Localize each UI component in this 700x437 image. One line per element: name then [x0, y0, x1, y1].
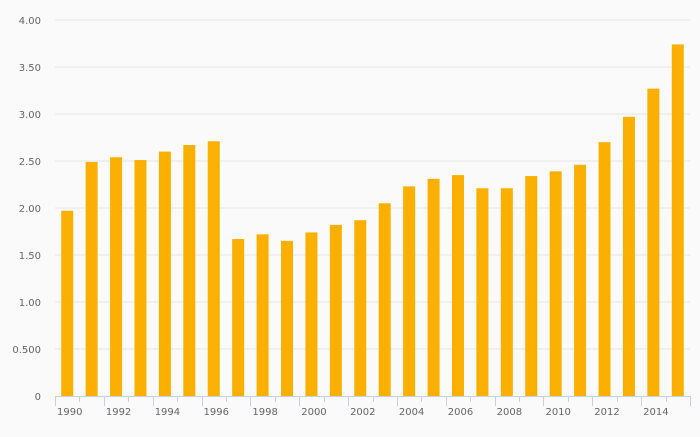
x-tick-label: 2000	[301, 407, 326, 418]
x-tick-label: 2004	[399, 407, 424, 418]
x-tick-label: 1996	[204, 407, 229, 418]
y-tick-label: 0	[35, 392, 41, 403]
bar-1994	[158, 151, 171, 396]
bar-2008	[500, 188, 513, 396]
bar-1993	[134, 160, 147, 396]
bar-1996	[207, 141, 220, 396]
bar-1990	[61, 210, 74, 396]
bar-1991	[85, 161, 98, 396]
bar-2006	[451, 175, 464, 396]
bar-1995	[183, 145, 196, 396]
x-tick-label: 2006	[448, 407, 473, 418]
bar-2000	[305, 232, 318, 396]
bar-2002	[354, 220, 367, 396]
x-tick-label: 2014	[643, 407, 668, 418]
y-tick-label: 4.00	[19, 16, 41, 27]
bar-2007	[476, 188, 489, 396]
y-tick-label: 3.50	[19, 63, 41, 74]
bar-2001	[329, 224, 342, 396]
bar-1998	[256, 234, 269, 396]
x-tick-label: 2002	[350, 407, 375, 418]
y-tick-label: 2.00	[19, 204, 41, 215]
bar-2013	[622, 116, 635, 396]
x-tick-label: 1992	[106, 407, 131, 418]
y-tick-label: 1.00	[19, 298, 41, 309]
bar-1992	[110, 157, 123, 396]
y-tick-label: 1.50	[19, 251, 41, 262]
bar-2014	[647, 88, 660, 397]
x-tick-label: 2010	[545, 407, 570, 418]
x-tick-label: 1994	[155, 407, 180, 418]
x-tick-label: 2008	[497, 407, 522, 418]
bar-1999	[281, 240, 294, 396]
y-tick-label: 0.500	[12, 345, 41, 356]
y-tick-label: 2.50	[19, 157, 41, 168]
x-tick-label: 1990	[57, 407, 82, 418]
x-tick-label: 1998	[252, 407, 277, 418]
bar-2005	[427, 178, 440, 396]
y-tick-label: 3.00	[19, 110, 41, 121]
bar-2015	[671, 44, 684, 396]
bar-2009	[525, 176, 538, 396]
bar-2010	[549, 171, 562, 396]
bar-2004	[403, 186, 416, 396]
x-tick-label: 2012	[594, 407, 619, 418]
bar-2011	[574, 164, 587, 396]
bar-1997	[232, 239, 245, 396]
bar-2003	[378, 203, 391, 396]
bar-2012	[598, 142, 611, 396]
